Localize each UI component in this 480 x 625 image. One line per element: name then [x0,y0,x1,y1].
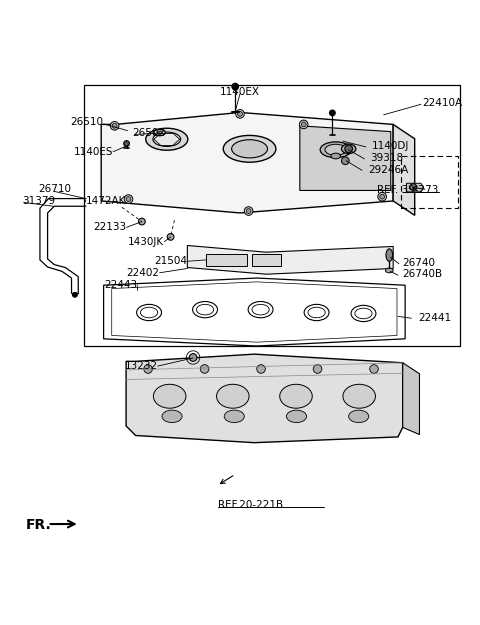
Text: REF.20-221B: REF.20-221B [218,501,284,511]
Circle shape [124,141,130,146]
Ellipse shape [154,384,186,408]
Circle shape [410,184,417,191]
Ellipse shape [348,410,369,422]
Polygon shape [403,362,420,434]
Polygon shape [187,246,393,274]
Ellipse shape [280,384,312,408]
Circle shape [126,197,131,201]
Text: 1430JK: 1430JK [128,237,164,247]
Circle shape [200,364,209,373]
Polygon shape [126,354,403,442]
Ellipse shape [287,410,307,422]
Text: 1472AK: 1472AK [86,196,126,206]
Text: 39318: 39318 [370,153,403,163]
Text: 13232: 13232 [124,361,157,371]
Circle shape [301,122,306,127]
FancyBboxPatch shape [252,254,281,266]
Circle shape [72,292,77,297]
Ellipse shape [320,142,351,158]
Ellipse shape [232,140,267,158]
Ellipse shape [154,129,165,136]
Circle shape [112,124,117,128]
Text: 22402: 22402 [127,268,159,278]
Circle shape [139,218,145,225]
Circle shape [341,157,349,164]
Circle shape [124,195,133,203]
Circle shape [329,110,335,116]
Ellipse shape [153,132,180,146]
Ellipse shape [162,410,182,422]
Circle shape [110,121,119,130]
Text: 29246A: 29246A [368,166,408,176]
Text: 26502: 26502 [132,129,165,139]
Ellipse shape [157,131,162,134]
Ellipse shape [216,384,249,408]
Circle shape [313,364,322,373]
Circle shape [244,207,253,216]
Text: 1140EX: 1140EX [220,88,260,98]
Text: 26510: 26510 [71,118,104,127]
Circle shape [257,364,265,373]
FancyBboxPatch shape [206,254,247,266]
Text: 26740B: 26740B [402,269,442,279]
Ellipse shape [386,249,393,261]
Ellipse shape [224,410,244,422]
Polygon shape [407,183,423,192]
Ellipse shape [343,384,375,408]
Text: 22441: 22441 [418,313,451,323]
Text: 22410A: 22410A [422,98,462,108]
Circle shape [144,364,153,373]
Text: 22443: 22443 [104,280,137,290]
Circle shape [380,194,384,199]
Circle shape [345,145,352,152]
Circle shape [189,354,197,361]
Circle shape [238,111,242,116]
Ellipse shape [325,144,347,155]
Ellipse shape [223,136,276,162]
Text: 26740: 26740 [403,258,436,268]
Ellipse shape [331,153,340,159]
Text: 22133: 22133 [94,222,127,232]
Circle shape [246,209,251,213]
Polygon shape [101,112,393,213]
Circle shape [378,192,386,201]
Circle shape [370,364,378,373]
Text: 31379: 31379 [22,196,55,206]
Ellipse shape [385,268,393,272]
Text: 21504: 21504 [155,256,187,266]
Text: FR.: FR. [25,518,51,531]
Text: 1140ES: 1140ES [73,147,113,157]
Text: 26710: 26710 [38,184,71,194]
Ellipse shape [341,144,356,154]
Polygon shape [393,124,415,216]
Text: REF. 39-273: REF. 39-273 [377,186,439,196]
Circle shape [167,234,174,240]
Circle shape [232,83,239,90]
Ellipse shape [146,128,188,150]
Polygon shape [300,126,391,191]
Text: 1140DJ: 1140DJ [372,141,409,151]
Circle shape [236,109,244,118]
Circle shape [300,120,308,129]
